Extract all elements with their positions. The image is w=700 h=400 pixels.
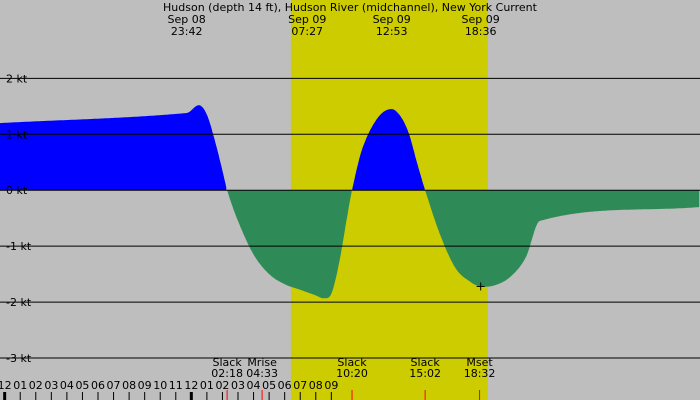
x-tick-label: 10 — [153, 379, 167, 392]
x-tick-label: 12 — [0, 379, 12, 392]
x-tick-label: 12 — [184, 379, 198, 392]
x-tick-label: 06 — [91, 379, 105, 392]
x-tick-label: 05 — [75, 379, 89, 392]
x-tick-label: 09 — [138, 379, 152, 392]
x-tick-label: 02 — [215, 379, 229, 392]
x-tick-label: 02 — [29, 379, 43, 392]
x-tick-label: 03 — [44, 379, 58, 392]
y-tick-label: -1 kt — [6, 240, 32, 253]
x-tick-label: 03 — [231, 379, 245, 392]
event-time: 15:02 — [409, 367, 441, 380]
y-tick-label: 1 kt — [6, 128, 28, 141]
x-tick-label: 01 — [13, 379, 27, 392]
x-tick-label: 05 — [262, 379, 276, 392]
y-tick-label: -3 kt — [6, 352, 32, 365]
x-tick-label: 04 — [247, 379, 261, 392]
x-tick-label: 07 — [293, 379, 307, 392]
x-tick-label: 01 — [200, 379, 214, 392]
x-tick-label: 11 — [169, 379, 183, 392]
top-time-label: 07:27 — [291, 25, 323, 38]
event-time: 18:32 — [464, 367, 496, 380]
top-time-label: 18:36 — [465, 25, 497, 38]
event-time: 10:20 — [336, 367, 368, 380]
x-tick-label: 04 — [60, 379, 74, 392]
y-tick-label: 2 kt — [6, 72, 28, 85]
top-time-label: 23:42 — [171, 25, 203, 38]
y-tick-label: 0 kt — [6, 184, 28, 197]
x-tick-label: 09 — [324, 379, 338, 392]
x-tick-label: 08 — [309, 379, 323, 392]
x-tick-label: 06 — [278, 379, 292, 392]
top-time-label: 12:53 — [376, 25, 408, 38]
y-tick-label: -2 kt — [6, 296, 32, 309]
x-tick-label: 08 — [122, 379, 136, 392]
x-tick-label: 07 — [107, 379, 121, 392]
